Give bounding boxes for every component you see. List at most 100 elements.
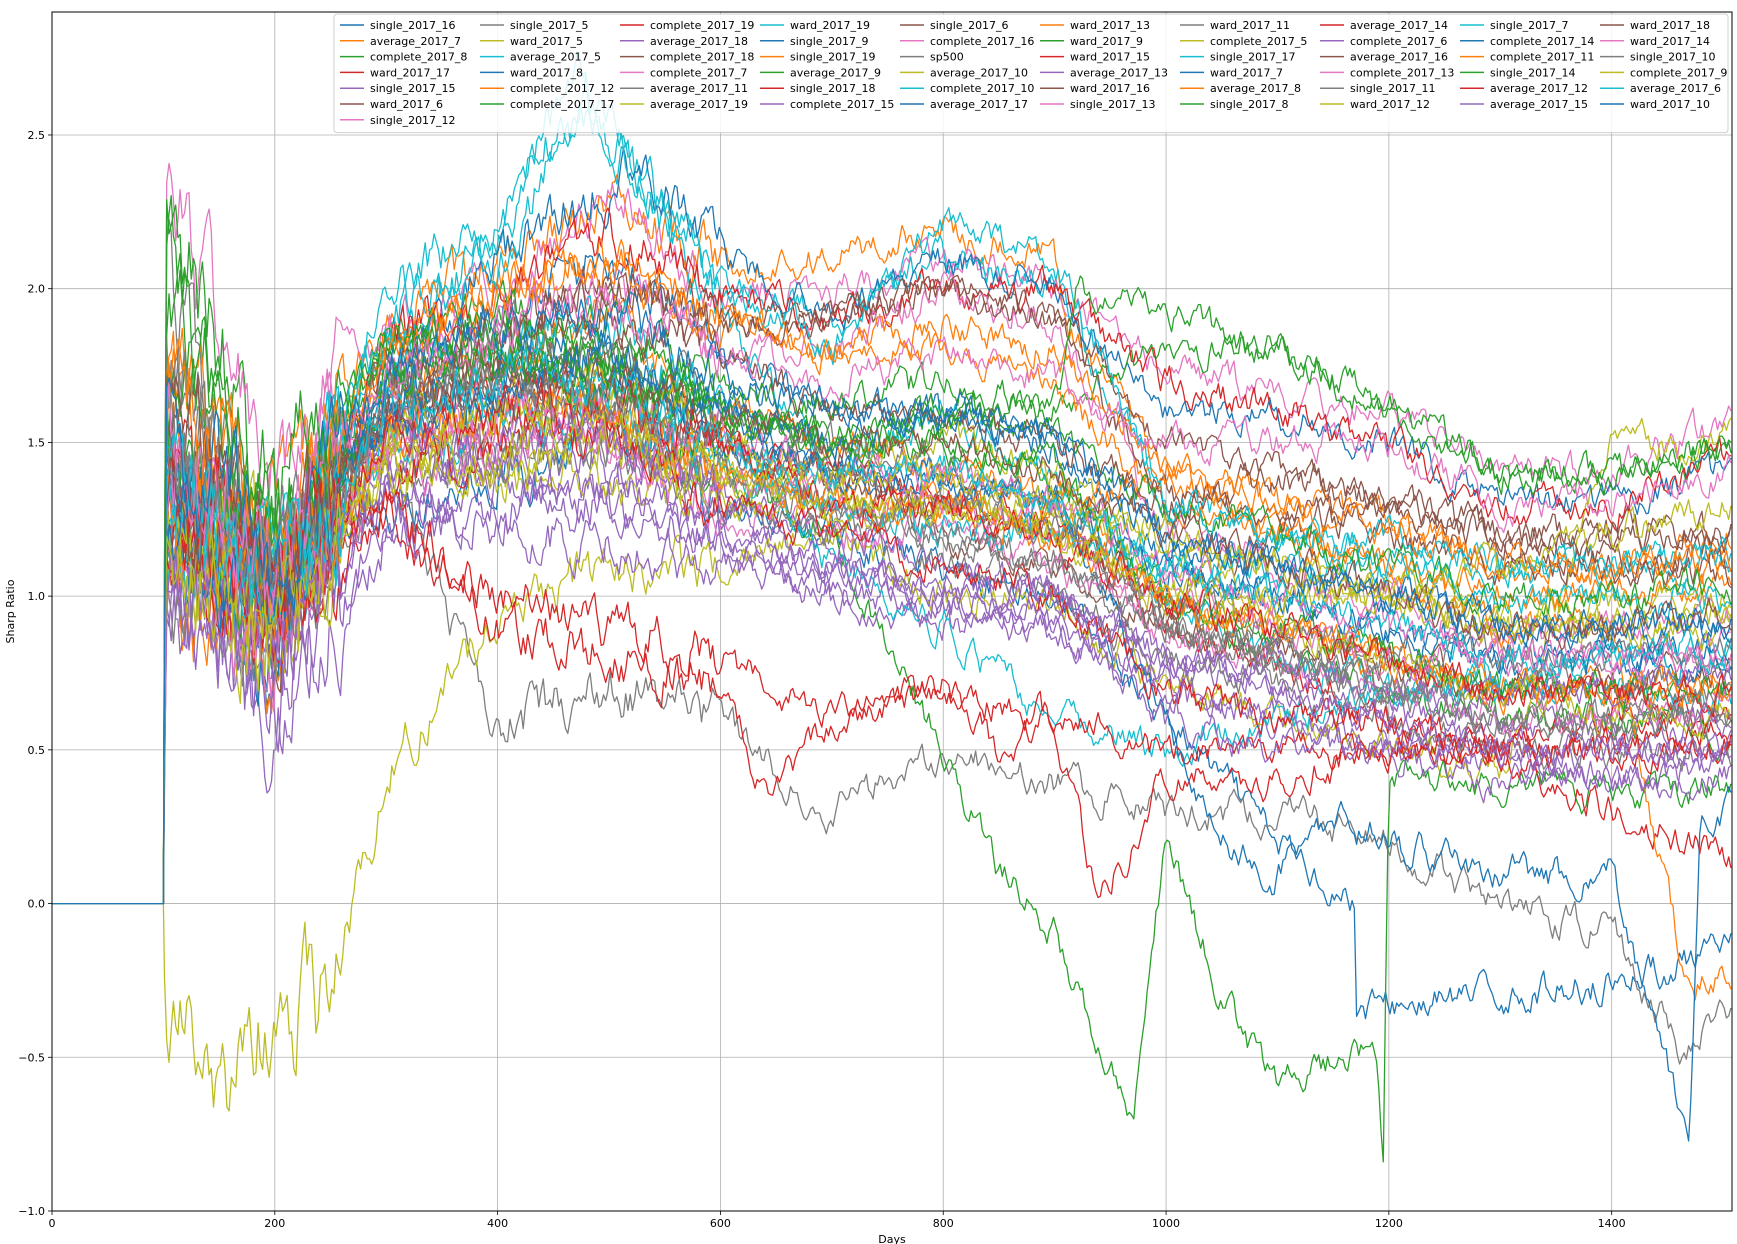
legend-entry-label: single_2017_10	[1630, 51, 1716, 64]
series-line-single_2017_7	[52, 75, 1732, 905]
legend-entry-label: complete_2017_13	[1350, 66, 1454, 79]
x-tick-label: 1000	[1152, 1217, 1180, 1230]
series-line-ward_2017_10	[52, 291, 1731, 905]
x-tick-label: 1200	[1375, 1217, 1403, 1230]
legend-entry-label: complete_2017_8	[370, 51, 467, 64]
y-tick-label: −1.0	[18, 1205, 45, 1218]
legend-entry-label: single_2017_17	[1210, 51, 1296, 64]
legend-entry-label: single_2017_18	[790, 82, 876, 95]
legend-entry-label: ward_2017_6	[370, 98, 443, 111]
series-lines	[52, 51, 1732, 1163]
y-tick-label: −0.5	[18, 1051, 45, 1064]
legend-entry-label: ward_2017_9	[1070, 35, 1143, 48]
legend-entry-label: complete_2017_9	[1630, 66, 1727, 79]
legend-entry-label: complete_2017_7	[650, 66, 747, 79]
series-line-ward_2017_19	[52, 51, 1732, 905]
legend-entry-label: single_2017_6	[930, 19, 1009, 32]
legend-entry-label: average_2017_19	[650, 98, 748, 111]
legend-entry-label: average_2017_10	[930, 66, 1028, 79]
legend-entry-label: ward_2017_16	[1070, 82, 1150, 95]
legend-entry-label: average_2017_11	[650, 82, 748, 95]
legend-entry-label: average_2017_14	[1350, 19, 1448, 32]
legend-entry-label: average_2017_13	[1070, 66, 1168, 79]
y-tick-label: 0.5	[28, 744, 46, 757]
y-axis-label: Sharp Ratio	[4, 579, 17, 643]
y-tick-label: 2.5	[28, 129, 46, 142]
legend-entry-label: ward_2017_7	[1210, 66, 1283, 79]
series-line-average_2017_15	[52, 409, 1732, 905]
series-line-single_2017_6	[52, 265, 1732, 905]
legend-entry-label: complete_2017_15	[790, 98, 894, 111]
legend-entry-label: average_2017_8	[1210, 82, 1301, 95]
legend-entry-label: ward_2017_12	[1350, 98, 1430, 111]
x-axis-label: Days	[878, 1233, 906, 1244]
legend-entry-label: average_2017_5	[510, 51, 601, 64]
legend-entry-label: single_2017_14	[1490, 66, 1576, 79]
x-tick-label: 200	[264, 1217, 285, 1230]
series-line-average_2017_12	[52, 375, 1732, 905]
x-tick-label: 800	[933, 1217, 954, 1230]
legend-entry-label: single_2017_13	[1070, 98, 1156, 111]
y-tick-label: 1.0	[28, 590, 46, 603]
series-line-complete_2017_5	[52, 412, 1732, 905]
y-tick-label: 1.5	[28, 436, 46, 449]
legend-entry-label: complete_2017_18	[650, 51, 754, 64]
legend-entry-label: ward_2017_19	[790, 19, 870, 32]
legend-entry-label: single_2017_9	[790, 35, 869, 48]
plot-area-frame	[51, 11, 1733, 1212]
series-line-ward_2017_15	[52, 490, 1732, 905]
legend-entry-label: ward_2017_13	[1070, 19, 1150, 32]
legend-entry-label: ward_2017_17	[370, 66, 450, 79]
series-line-complete_2017_9	[52, 410, 1732, 905]
legend-entry-label: ward_2017_11	[1210, 19, 1290, 32]
legend-entry-label: complete_2017_17	[510, 98, 614, 111]
legend: single_2017_16 average_2017_7 complete_201…	[333, 13, 1729, 134]
legend-entry-label: complete_2017_5	[1210, 35, 1307, 48]
series-line-single_2017_10	[52, 357, 1732, 905]
legend-box	[333, 13, 1729, 134]
legend-entry-label: complete_2017_16	[930, 35, 1034, 48]
legend-entry-label: ward_2017_5	[510, 35, 583, 48]
legend-entry-label: complete_2017_19	[650, 19, 754, 32]
x-tick-label: 0	[49, 1217, 56, 1230]
series-line-average_2017_16	[52, 290, 1732, 905]
series-line-complete_2017_15	[52, 493, 1732, 905]
series-line-complete_2017_11	[52, 237, 1732, 905]
legend-entry-label: single_2017_7	[1490, 19, 1569, 32]
legend-entry-label: average_2017_15	[1490, 98, 1588, 111]
y-axis-ticks: −1.0 −0.5 0.0 0.5 1.0 1.5 2.0 2.5	[18, 129, 52, 1218]
x-tick-label: 600	[710, 1217, 731, 1230]
legend-entry-label: average_2017_18	[650, 35, 748, 48]
legend-entry-label: ward_2017_8	[510, 66, 583, 79]
legend-entry-label: single_2017_19	[790, 51, 876, 64]
series-line-single_2017_15	[52, 440, 1732, 905]
series-line-complete_2017_19	[52, 451, 1732, 905]
legend-entry-label: average_2017_6	[1630, 82, 1721, 95]
legend-entry-label: ward_2017_18	[1630, 19, 1710, 32]
series-line-average_2017_6	[52, 345, 1732, 905]
y-tick-label: 0.0	[28, 898, 46, 911]
legend-entry-label: average_2017_16	[1350, 51, 1448, 64]
legend-entry-label: ward_2017_10	[1630, 98, 1710, 111]
legend-entry-label: complete_2017_10	[930, 82, 1034, 95]
legend-entry-label: single_2017_8	[1210, 98, 1289, 111]
legend-entry-label: single_2017_15	[370, 82, 456, 95]
legend-entry-label: average_2017_17	[930, 98, 1028, 111]
series-line-ward_2017_18	[52, 357, 1732, 905]
legend-entry-label: single_2017_12	[370, 114, 456, 127]
x-axis-ticks: 0 200 400 600 800 1000 1200 1400	[49, 1211, 1626, 1230]
series-line-ward_2017_5	[52, 417, 1732, 1112]
legend-entry-label: average_2017_12	[1490, 82, 1588, 95]
series-line-ward_2017_16	[52, 272, 1732, 905]
legend-entry-label: single_2017_11	[1350, 82, 1436, 95]
legend-entry-label: complete_2017_14	[1490, 35, 1594, 48]
series-line-single_2017_17	[52, 368, 1732, 905]
x-tick-label: 1400	[1598, 1217, 1626, 1230]
series-line-single_2017_5	[52, 218, 1732, 1065]
y-tick-label: 2.0	[28, 283, 46, 296]
x-tick-label: 400	[487, 1217, 508, 1230]
series-line-single_2017_16	[52, 399, 1732, 1020]
legend-entry-label: sp500	[930, 51, 964, 64]
series-line-ward_2017_14	[52, 283, 1732, 905]
legend-entry-label: average_2017_9	[790, 66, 881, 79]
